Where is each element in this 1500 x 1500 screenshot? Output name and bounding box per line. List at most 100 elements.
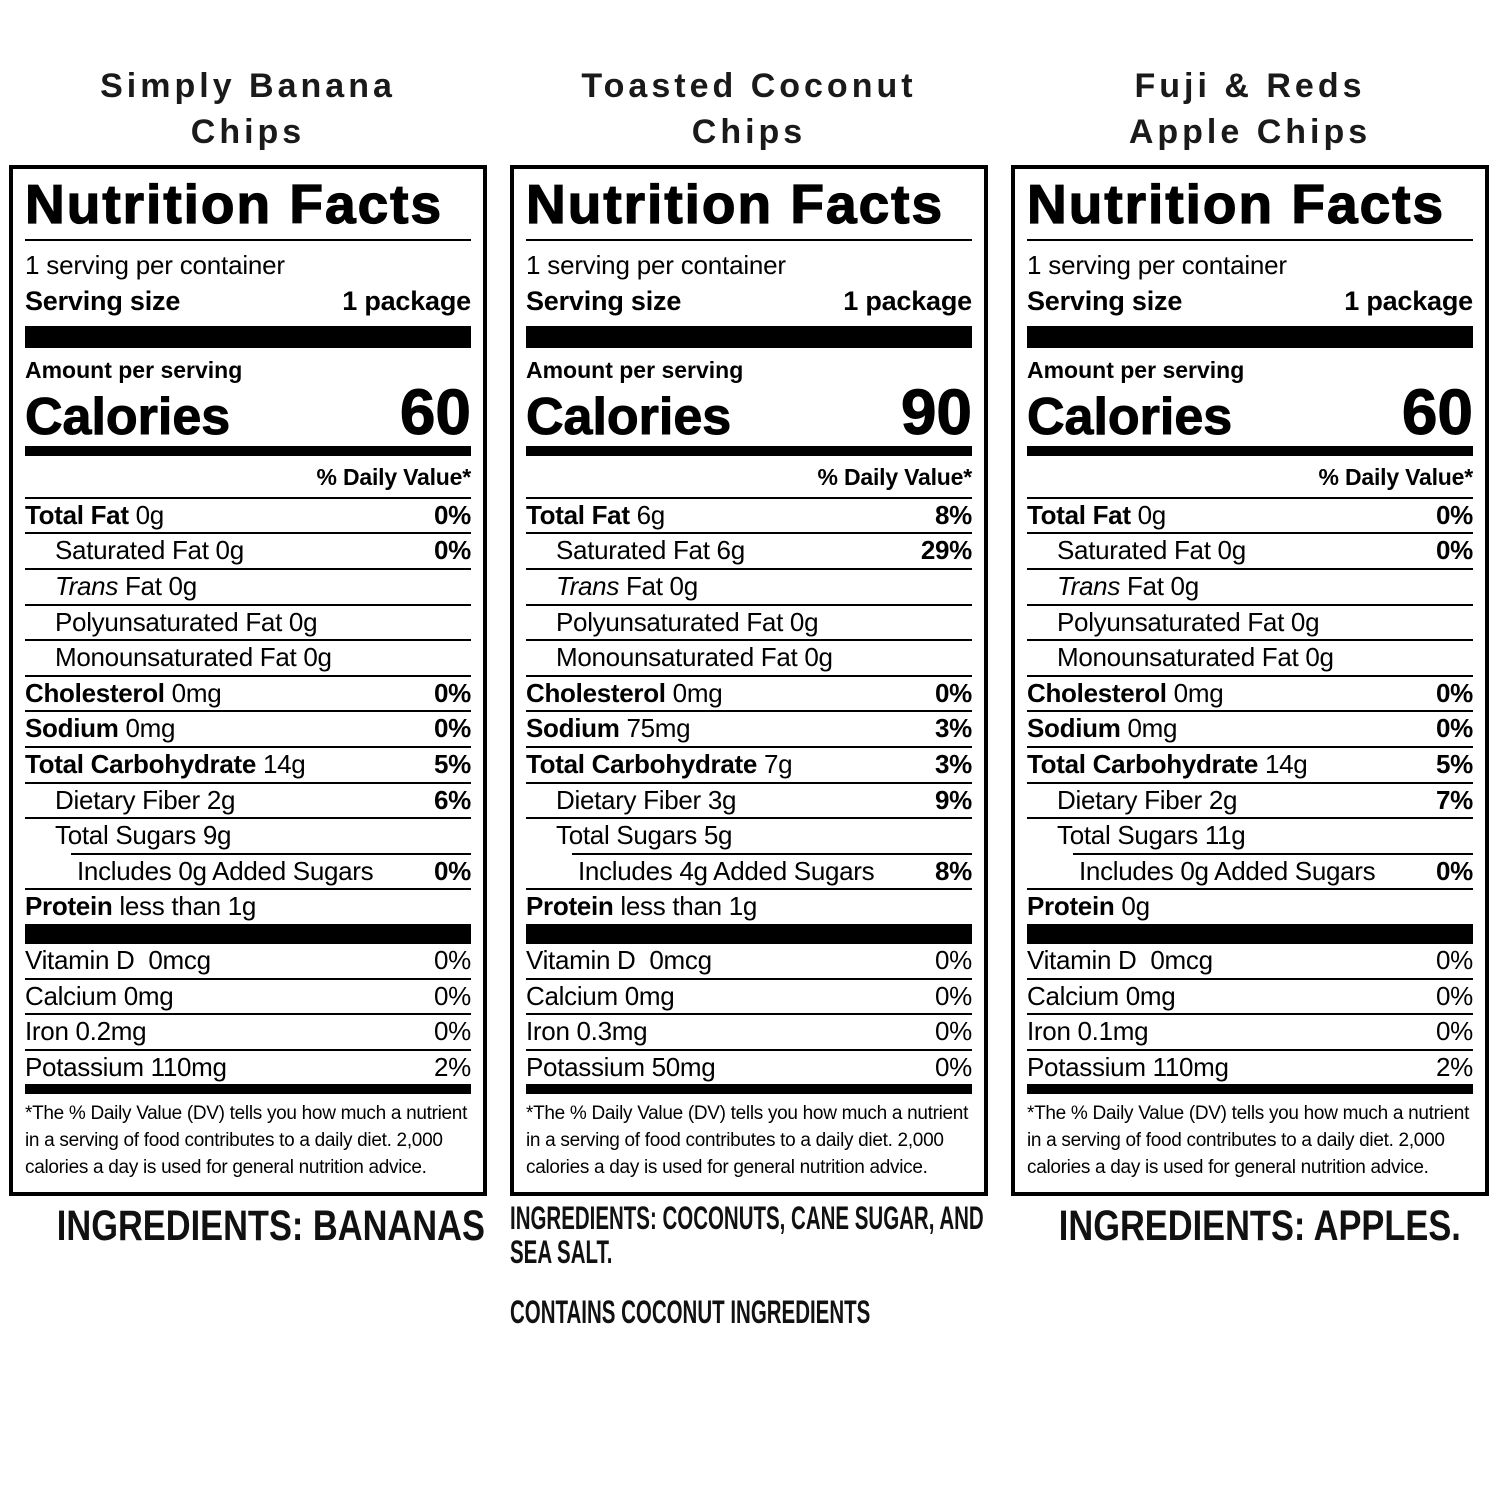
nutrient-row: Iron 0.2mg 0%: [25, 1013, 471, 1049]
nutrient-row: Cholesterol 0mg 0%: [526, 674, 972, 711]
divider-bar-medium: [1027, 1084, 1473, 1095]
ingredients-line: INGREDIENTS: APPLES.: [1058, 1202, 1461, 1251]
nutrient-row: Polyunsaturated Fat 0g: [526, 603, 972, 640]
nutrient-row: Sodium 0mg 0%: [1027, 710, 1473, 746]
divider-bar-thick: [526, 325, 972, 348]
product-title-line1: Simply Banana: [100, 67, 396, 105]
nutrient-row: Total Fat 6g 8%: [526, 499, 972, 533]
nutrient-name: Vitamin D 0mcg: [1027, 944, 1213, 975]
calories-label: Calories: [24, 387, 231, 446]
nutrient-daily-value: 0%: [434, 677, 471, 708]
divider-bar-medium: [526, 1084, 972, 1095]
amount-per-serving-label: Amount per serving: [25, 356, 243, 383]
product-title: Toasted Coconut Chips: [510, 64, 988, 156]
nutrient-row: Includes 0g Added Sugars 0%: [71, 852, 471, 889]
nutrient-row: Includes 0g Added Sugars 0%: [1073, 852, 1473, 889]
nutrient-name: Protein less than 1g: [25, 891, 257, 922]
nutrient-daily-value: 0%: [434, 535, 471, 566]
ingredients-line: SEA SALT.: [510, 1234, 613, 1271]
calories-label: Calories: [525, 387, 732, 446]
serving-size-value: 1 package: [843, 285, 972, 316]
nutrient-name: Monounsaturated Fat 0g: [556, 642, 833, 673]
nutrient-row: Potassium 50mg 0%: [526, 1048, 972, 1085]
nutrient-daily-value: 0%: [1436, 677, 1473, 708]
product-column-apple: Fuji & Reds Apple Chips Nutrition Facts …: [1011, 64, 1489, 1500]
nutrient-name: Potassium 50mg: [526, 1051, 716, 1082]
nutrient-name: Dietary Fiber 2g: [1057, 784, 1238, 815]
nutrient-name: Cholesterol 0mg: [1027, 677, 1224, 708]
nutrient-name: Saturated Fat 0g: [1057, 535, 1246, 566]
nutrient-row: Total Fat 0g 0%: [25, 499, 471, 533]
nutrient-row: Total Carbohydrate 7g 3%: [526, 745, 972, 782]
divider-bar-thick: [1027, 923, 1473, 944]
vitamin-rows: Vitamin D 0mcg 0% Calcium 0mg 0% Iron 0.3mg 0…: [526, 944, 972, 1084]
product-title: Simply Banana Chips: [9, 64, 487, 156]
nutrient-name: Includes 4g Added Sugars: [578, 855, 875, 886]
calories-row: Calories 60: [24, 375, 471, 448]
nutrition-facts-panel: Nutrition Facts 1 serving per container …: [1011, 164, 1489, 1197]
nutrient-daily-value: 0%: [935, 677, 972, 708]
divider-rule: [25, 238, 471, 241]
daily-value-header: % Daily Value*: [1027, 456, 1473, 499]
nutrient-daily-value: 0%: [434, 944, 471, 975]
divider-bar-thick: [1027, 325, 1473, 348]
nutrient-row: Calcium 0mg 0%: [526, 977, 972, 1014]
daily-value-footnote: *The % Daily Value (DV) tells you how mu…: [526, 1103, 969, 1179]
ingredients-line: CONTAINS COCONUT INGREDIENTS: [510, 1294, 871, 1330]
vitamin-rows: Vitamin D 0mcg 0% Calcium 0mg 0% Iron 0.1mg 0…: [1027, 944, 1473, 1084]
nutrient-name: Total Fat 0g: [1027, 499, 1166, 530]
divider-bar-medium: [25, 1084, 471, 1095]
divider-rule: [526, 238, 972, 241]
servings-per-container: 1 serving per container: [526, 249, 786, 280]
nutrient-daily-value: 3%: [935, 713, 972, 744]
nutrient-name: Total Carbohydrate 14g: [25, 748, 306, 779]
nutrient-row: Sodium 75mg 3%: [526, 710, 972, 746]
nutrition-facts-panel: Nutrition Facts 1 serving per container …: [510, 164, 988, 1197]
servings-per-container: 1 serving per container: [25, 249, 285, 280]
amount-per-serving-label: Amount per serving: [526, 356, 744, 383]
serving-size-value: 1 package: [342, 285, 471, 316]
nutrient-name: Includes 0g Added Sugars: [1079, 855, 1376, 886]
nutrient-name: Saturated Fat 6g: [556, 535, 745, 566]
nutrient-daily-value: 0%: [434, 980, 471, 1011]
nutrient-name: Iron 0.3mg: [526, 1016, 648, 1047]
nutrient-daily-value: 2%: [434, 1051, 471, 1082]
nutrient-row: Total Fat 0g 0%: [1027, 499, 1473, 533]
vitamin-rows: Vitamin D 0mcg 0% Calcium 0mg 0% Iron 0.2mg 0…: [25, 944, 471, 1084]
nutrient-name: Cholesterol 0mg: [526, 677, 723, 708]
contains-statement: CONTAINS COCONUT INGREDIENTS: [510, 1294, 988, 1330]
nutrient-daily-value: 0%: [935, 1051, 972, 1082]
nutrient-name: Polyunsaturated Fat 0g: [556, 606, 819, 637]
nutrient-row: Saturated Fat 0g 0%: [1027, 532, 1473, 568]
calories-value: 90: [900, 375, 972, 448]
divider-bar-thick: [526, 923, 972, 944]
nutrient-row: Potassium 110mg 2%: [1027, 1048, 1473, 1085]
calories-value: 60: [1401, 375, 1473, 448]
divider-bar-medium: [526, 445, 972, 456]
nutrient-daily-value: 0%: [1436, 535, 1473, 566]
nutrient-row: Calcium 0mg 0%: [1027, 977, 1473, 1014]
nutrient-row: Total Carbohydrate 14g 5%: [1027, 745, 1473, 782]
amount-per-serving-label: Amount per serving: [1027, 356, 1245, 383]
nutrient-row: Vitamin D 0mcg 0%: [526, 944, 972, 978]
nutrition-facts-title: Nutrition Facts: [24, 172, 444, 235]
nutrition-facts-title: Nutrition Facts: [525, 172, 945, 235]
nutrient-daily-value: 0%: [434, 499, 471, 530]
serving-size-row: Serving size 1 package: [1027, 286, 1473, 326]
nutrient-name: Protein less than 1g: [526, 891, 758, 922]
nutrient-row: Polyunsaturated Fat 0g: [1027, 603, 1473, 640]
nutrient-name: Total Sugars 11g: [1057, 820, 1246, 851]
nutrient-row: Iron 0.3mg 0%: [526, 1013, 972, 1049]
ingredients-line: INGREDIENTS: COCONUTS, CANE SUGAR, AND: [510, 1200, 984, 1237]
nutrient-daily-value: 0%: [1436, 980, 1473, 1011]
product-title-line1: Fuji & Reds: [1134, 67, 1366, 105]
nutrient-row: Vitamin D 0mcg 0%: [1027, 944, 1473, 978]
nutrient-daily-value: 0%: [935, 944, 972, 975]
nutrient-name: Sodium 0mg: [1027, 713, 1178, 744]
calories-value: 60: [399, 375, 471, 448]
serving-size-row: Serving size 1 package: [526, 286, 972, 326]
nutrient-row: Potassium 110mg 2%: [25, 1048, 471, 1085]
nutrient-name: Total Sugars 9g: [55, 820, 232, 851]
nutrient-row: Trans Fat 0g: [25, 567, 471, 604]
nutrient-name: Calcium 0mg: [25, 980, 174, 1011]
